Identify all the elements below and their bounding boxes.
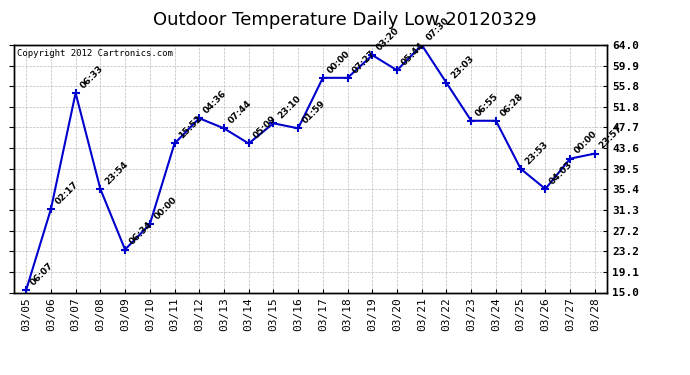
Text: 07:27: 07:27	[351, 48, 377, 75]
Text: 01:59: 01:59	[301, 99, 328, 126]
Text: 23:54: 23:54	[103, 159, 130, 186]
Text: 00:00: 00:00	[326, 49, 352, 75]
Text: 04:36: 04:36	[202, 89, 228, 116]
Text: 06:33: 06:33	[79, 64, 105, 90]
Text: Copyright 2012 Cartronics.com: Copyright 2012 Cartronics.com	[17, 49, 172, 58]
Text: 07:44: 07:44	[227, 99, 253, 126]
Text: 03:20: 03:20	[375, 26, 402, 53]
Text: 23:10: 23:10	[276, 94, 303, 120]
Text: 07:30: 07:30	[424, 16, 451, 42]
Text: 00:00: 00:00	[573, 130, 599, 156]
Text: 05:44: 05:44	[400, 41, 426, 68]
Text: 23:03: 23:03	[449, 54, 476, 80]
Text: 06:55: 06:55	[474, 92, 500, 118]
Text: Outdoor Temperature Daily Low 20120329: Outdoor Temperature Daily Low 20120329	[153, 11, 537, 29]
Text: 00:00: 00:00	[152, 195, 179, 222]
Text: 05:09: 05:09	[251, 114, 278, 141]
Text: 06:28: 06:28	[499, 92, 525, 118]
Text: 23:57: 23:57	[598, 124, 624, 151]
Text: 15:52: 15:52	[177, 114, 204, 141]
Text: 02:17: 02:17	[54, 180, 80, 206]
Text: 23:53: 23:53	[524, 140, 550, 166]
Text: 04:03: 04:03	[548, 160, 575, 186]
Text: 06:34: 06:34	[128, 220, 155, 247]
Text: 06:07: 06:07	[29, 261, 55, 287]
